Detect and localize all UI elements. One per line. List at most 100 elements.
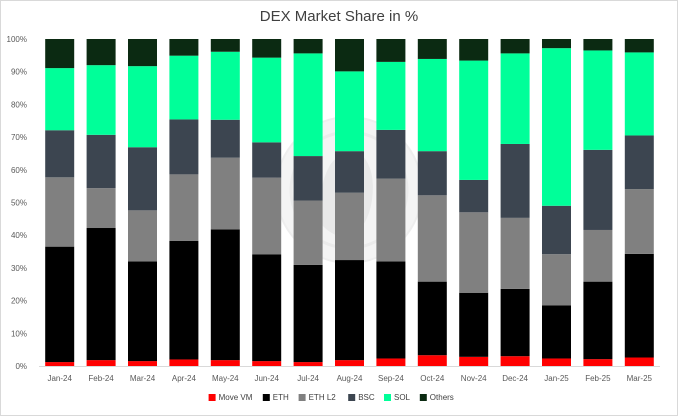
bar-segment-eth-mar-25 (624, 253, 654, 358)
bar-segment-move-vm-mar-24 (128, 361, 157, 366)
y-tick-label: 80% (11, 100, 27, 109)
y-tick-label: 70% (11, 133, 27, 142)
bar-segment-sol-mar-24 (128, 66, 157, 148)
x-tick-label: Dec-24 (502, 374, 528, 383)
y-tick-label: 90% (11, 68, 27, 77)
bar-segment-move-vm-dec-24 (500, 356, 530, 366)
x-tick-label: Feb-25 (585, 374, 611, 383)
bar-segment-sol-jan-24 (45, 68, 75, 131)
x-tick-label: Mar-25 (627, 374, 653, 383)
bar-segment-eth-l2-feb-24 (86, 188, 116, 229)
bar-segment-others-feb-25 (583, 39, 613, 51)
bar-segment-eth-l2-aug-24 (335, 192, 364, 261)
bar-segment-eth-l2-feb-25 (583, 229, 613, 282)
legend-item-sol: SOL (384, 393, 411, 402)
legend-label: ETH (273, 393, 289, 402)
bar-segment-move-vm-jun-24 (252, 361, 282, 366)
bar-segment-sol-aug-24 (335, 71, 364, 152)
bar-segment-eth-l2-mar-24 (128, 210, 157, 262)
x-tick-label: Jan-25 (544, 374, 569, 383)
bar-segment-eth-jun-24 (252, 254, 282, 362)
x-tick-label: Jul-24 (297, 374, 319, 383)
y-axis: 0% 10% 20% 30% 40% 50% 60% 70% 80% 90% 100% (7, 35, 27, 371)
legend-label: Others (430, 393, 454, 402)
y-tick-label: 0% (15, 362, 27, 371)
bar-segment-move-vm-jan-24 (45, 362, 75, 366)
bar-segment-eth-oct-24 (417, 281, 447, 356)
legend-item-bsc: BSC (348, 393, 375, 402)
bar-segment-others-oct-24 (417, 39, 447, 59)
x-tick-label: Sep-24 (378, 374, 404, 383)
bar-segment-sol-oct-24 (417, 58, 447, 152)
legend-item-eth-l2: ETH L2 (298, 393, 337, 402)
bar-segment-eth-l2-oct-24 (417, 195, 447, 282)
bar-segment-eth-l2-may-24 (210, 157, 240, 230)
x-tick-label: Aug-24 (337, 374, 363, 383)
y-tick-label: 100% (7, 35, 27, 44)
x-tick-label: May-24 (212, 374, 239, 383)
bar-segment-others-apr-24 (169, 39, 199, 56)
bar-segment-others-mar-25 (624, 39, 654, 53)
bar-segment-eth-aug-24 (335, 260, 364, 361)
bar-segment-eth-l2-sep-24 (376, 178, 406, 262)
bar-segment-bsc-sep-24 (376, 129, 406, 179)
bar-segment-sol-dec-24 (500, 53, 530, 144)
legend-swatch (419, 394, 427, 401)
chart-title: DEX Market Share in % (259, 8, 419, 25)
bar-segment-eth-l2-jan-24 (45, 177, 75, 247)
y-tick-label: 60% (11, 166, 27, 175)
legend-swatch (348, 394, 356, 401)
legend-swatch (298, 394, 306, 401)
bar-segment-move-vm-mar-25 (624, 357, 654, 366)
bar-segment-move-vm-nov-24 (459, 356, 489, 366)
bar-segment-eth-sep-24 (376, 261, 406, 359)
bar-segment-others-nov-24 (459, 39, 489, 61)
bar-segment-eth-l2-jun-24 (252, 177, 282, 255)
bar-segment-eth-may-24 (210, 229, 240, 361)
bar-segment-sol-feb-24 (86, 65, 116, 135)
bar-segment-others-jul-24 (293, 39, 323, 54)
legend-swatch (208, 394, 216, 401)
bar-segment-eth-jul-24 (293, 264, 323, 363)
legend-label: SOL (394, 393, 411, 402)
bar-segment-eth-l2-apr-24 (169, 174, 199, 241)
legend-label: ETH L2 (309, 393, 337, 402)
bar-segment-eth-nov-24 (459, 292, 489, 357)
y-tick-label: 20% (11, 297, 27, 306)
bar-segment-sol-jun-24 (252, 57, 282, 143)
bar-segment-bsc-nov-24 (459, 179, 489, 213)
bar-segment-bsc-mar-25 (624, 135, 654, 190)
legend-label: Move VM (219, 393, 253, 402)
bar-segment-bsc-feb-25 (583, 149, 613, 230)
legend-item-move-vm: Move VM (208, 393, 253, 402)
bar-segment-move-vm-jan-25 (542, 358, 571, 366)
bar-segment-move-vm-aug-24 (335, 360, 364, 366)
legend-swatch (262, 394, 270, 401)
bar-segment-others-may-24 (210, 39, 240, 52)
bar-segment-sol-feb-25 (583, 50, 613, 150)
bar-segment-eth-feb-25 (583, 281, 613, 360)
bar-segment-others-jan-24 (45, 39, 75, 69)
bar-segment-eth-jan-24 (45, 246, 75, 363)
bar-segment-others-feb-24 (86, 39, 116, 66)
legend-swatch (384, 394, 391, 401)
legend-item-others: Others (419, 393, 454, 402)
bar-segment-sol-mar-25 (624, 52, 654, 136)
bar-segment-move-vm-feb-24 (86, 360, 116, 366)
x-tick-label: Nov-24 (461, 374, 487, 383)
bar-segment-bsc-apr-24 (169, 119, 199, 175)
x-tick-label: Feb-24 (88, 374, 114, 383)
x-axis: Jan-24 Feb-24 Mar-24 Apr-24 May-24 Jun-24 Jul-… (39, 366, 660, 383)
y-tick-label: 30% (11, 264, 27, 273)
x-tick-label: Mar-24 (130, 374, 156, 383)
bar-segment-eth-l2-mar-25 (624, 189, 654, 254)
bar-segment-bsc-jan-25 (542, 205, 571, 255)
x-tick-label: Apr-24 (172, 374, 197, 383)
x-tick-label: Jun-24 (254, 374, 279, 383)
bar-segment-bsc-jun-24 (252, 142, 282, 178)
legend-label: BSC (358, 393, 375, 402)
bar-segment-eth-mar-24 (128, 261, 157, 362)
bar-segment-others-sep-24 (376, 39, 406, 62)
bar-segment-move-vm-jul-24 (293, 362, 323, 366)
bar-segment-eth-apr-24 (169, 240, 199, 360)
